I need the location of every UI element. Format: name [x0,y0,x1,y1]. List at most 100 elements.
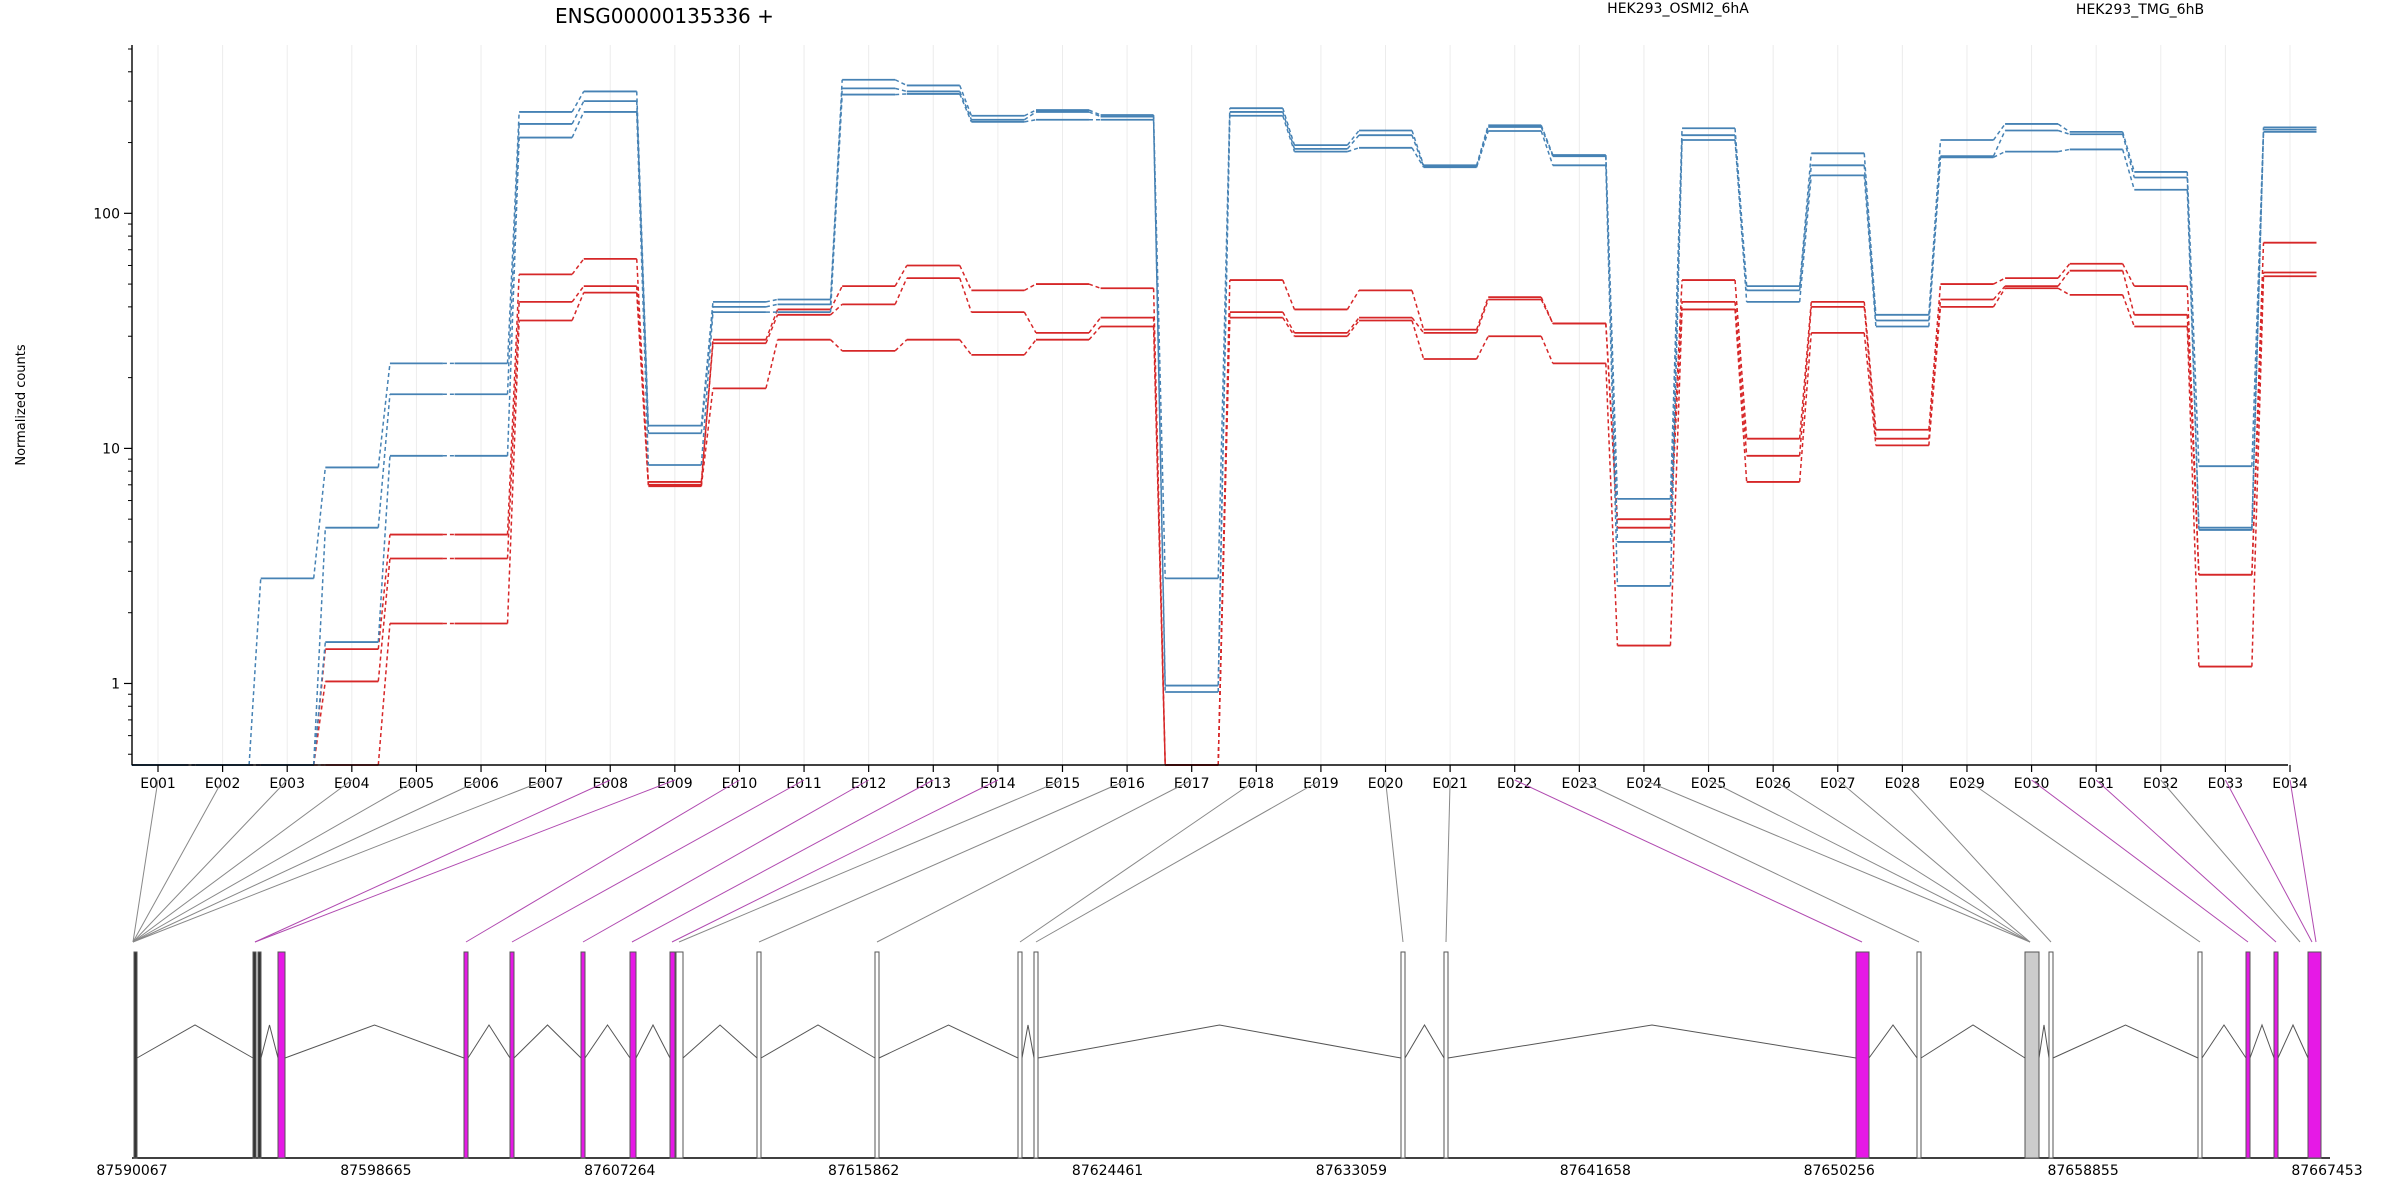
x-tick-label-E011: E011 [786,776,822,792]
intron-line [260,1024,279,1059]
exon-box-19 [2024,951,2040,1159]
data-connector [700,312,714,466]
data-connector [700,343,714,482]
data-connector [1023,311,1037,334]
data-connector [1863,175,1877,327]
connector-E019 [1035,779,1322,943]
data-connector [377,363,391,468]
connector-E032 [2160,779,2301,943]
y-tick-label: 100 [93,206,120,222]
data-connector [571,111,585,138]
y-tick-label: 1 [111,676,120,692]
series-line-0-2 [131,275,2317,766]
data-connector [894,265,908,287]
data-connector [765,309,779,340]
data-connector [377,455,391,643]
data-connector [571,285,585,303]
data-connector [1928,306,1942,446]
series-line-0-0 [131,241,2317,766]
data-connector [1928,284,1942,430]
connector-E030 [2031,779,2249,943]
intron-line [467,1024,511,1059]
intron-line [1447,1024,1857,1059]
x-tick-label-E004: E004 [334,776,370,792]
data-connector [830,339,843,352]
data-connector [1411,130,1425,166]
data-connector [2186,189,2200,530]
x-tick-label-E014: E014 [980,776,1016,792]
data-connector [1798,306,1813,456]
data-connector [1282,115,1296,152]
data-connector [1282,111,1296,150]
data-connector [2122,263,2135,287]
exon-box-1 [133,951,138,1159]
intron-line [1037,1024,1402,1059]
axes: 1 10 100 E001 E002 E003 E004 E005 E006 E007 E008 E0… [93,45,2308,792]
data-connector [506,274,520,535]
connector-E005 [132,779,417,943]
data-connector [2121,270,2136,316]
connector-E025 [1708,779,2031,943]
data-connector [959,277,973,313]
data-connector [2251,131,2265,530]
data-connector [248,578,262,766]
exon-box-3 [257,951,262,1159]
data-connector [1282,107,1296,146]
connector-E001 [132,779,159,943]
exon-box-12 [874,951,880,1159]
connector-E009 [254,779,676,943]
connector-E004 [132,779,353,943]
data-connector [1024,119,1037,123]
x-tick-label-E029: E029 [1949,776,1985,792]
intron-line [682,1024,758,1059]
data-connector [1798,301,1813,439]
data-connector [1088,326,1102,341]
x-tick-label-E010: E010 [722,776,758,792]
data-connector [1669,140,1683,586]
data-connector [1411,134,1425,167]
x-tick-label-E026: E026 [1755,776,1791,792]
data-connector [1217,317,1231,766]
data-connector [377,623,391,766]
data-connector [959,339,972,356]
exon-box-7 [580,951,586,1159]
coord-tick-label: 87650256 [1804,1163,1875,1179]
data-connector [2186,326,2200,667]
data-connector [1863,153,1877,315]
series-layer [131,78,2317,766]
data-connector [2121,131,2136,173]
data-connector [700,388,714,487]
data-connector [1540,130,1554,166]
x-tick-label-E028: E028 [1885,776,1921,792]
coord-tick-label: 87607264 [584,1163,655,1179]
x-tick-label-E001: E001 [140,776,176,792]
exon-box-11 [756,951,762,1159]
intron-line [878,1024,1019,1059]
data-connector [1088,317,1102,334]
data-connector [1928,139,1942,315]
data-connector [1088,111,1101,118]
connector-E034 [2289,779,2317,943]
y-tick-label: 10 [102,441,120,457]
x-tick-label-E022: E022 [1497,776,1533,792]
data-connector [894,339,908,352]
data-connector [506,123,520,395]
coord-tick-label: 87667453 [2291,1163,2362,1179]
data-connector [895,93,907,96]
connector-E028 [1901,779,2052,943]
coord-tick-label: 87641658 [1560,1163,1631,1179]
data-connector [1992,285,2006,300]
data-connector [312,467,327,579]
exon-box-2 [252,951,257,1159]
x-tick-label-E023: E023 [1562,776,1598,792]
connector-E010 [465,779,740,943]
data-connector [1734,139,1748,302]
data-connector [1346,320,1360,337]
data-connector [2251,129,2265,528]
data-connector [2121,134,2136,178]
data-connector [1217,115,1231,693]
connector-E022 [1514,779,1863,943]
data-connector [1540,126,1554,157]
data-connector [959,91,973,121]
